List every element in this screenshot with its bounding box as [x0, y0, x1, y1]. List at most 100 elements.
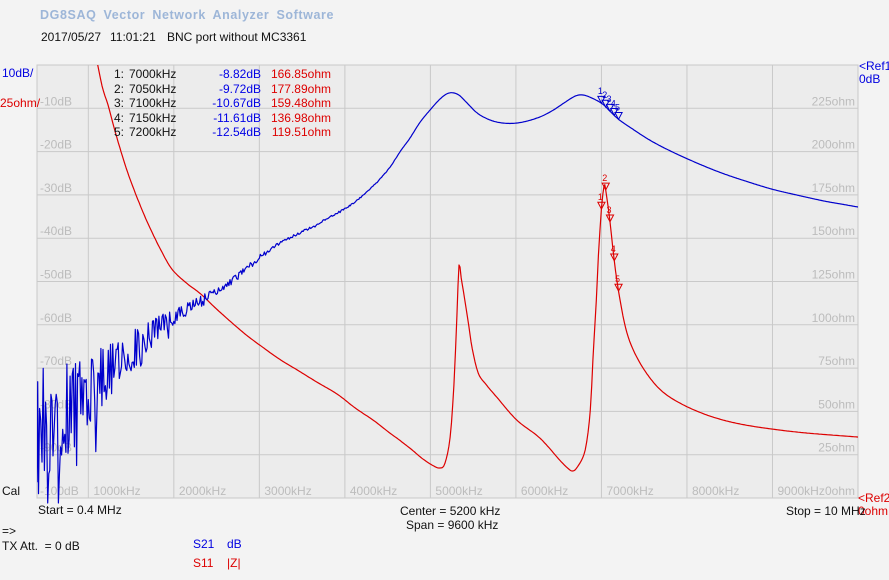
grid-label: 50ohm [818, 397, 855, 411]
trace-marker-number: 2 [602, 90, 607, 100]
marker-db: -10.67dB [212, 96, 261, 111]
grid-label: -60dB [40, 311, 72, 325]
marker-row: 4: 7150kHz -11.61dB 136.98ohm [108, 111, 331, 126]
left-scale-db[interactable]: 10dB/ [2, 66, 34, 80]
trace-marker-4[interactable] [609, 253, 619, 262]
grid-label: 150ohm [812, 224, 855, 238]
grid-label: -20dB [40, 138, 72, 152]
trace-marker-number: 5 [615, 102, 620, 112]
trace-marker-number: 3 [606, 94, 611, 104]
grid-label: 25ohm [818, 441, 855, 455]
ref1-marker: <Ref1 [859, 59, 889, 73]
marker-index: 2: [113, 81, 124, 96]
ref2-marker: <Ref2 [858, 491, 889, 505]
legend-s11-unit[interactable]: |Z| [227, 556, 241, 570]
grid-label: -30dB [40, 181, 72, 195]
trace-marker-3[interactable] [605, 214, 615, 223]
grid-label: 5000kHz [435, 484, 482, 498]
marker-ohm: 136.98ohm [270, 110, 331, 125]
trace-marker-number: 1 [598, 192, 603, 202]
start-frequency[interactable]: Start = 0.4 MHz [38, 503, 122, 517]
grid-label: 4000kHz [350, 484, 397, 498]
trace-marker-number: 1 [598, 86, 603, 96]
marker-row: 2: 7050kHz -9.72dB 177.89ohm [108, 82, 331, 97]
grid-label: 75ohm [818, 354, 855, 368]
marker-freq: 7050kHz [129, 81, 177, 96]
left-scale-ohm[interactable]: 25ohm/ [0, 96, 41, 110]
trace-marker-number: 4 [611, 98, 616, 108]
grid-label: -80dB [40, 397, 72, 411]
marker-ohm: 159.48ohm [270, 96, 331, 111]
grid-label: 175ohm [812, 181, 855, 195]
time-label: 11:01:21 [110, 30, 156, 44]
marker-row: 3: 7100kHz -10.67dB 159.48ohm [108, 96, 331, 111]
marker-ohm: 119.51ohm [271, 125, 331, 140]
grid-label: 0ohm [825, 484, 855, 498]
ref2-value: 0ohm [858, 504, 889, 518]
grid-label: 3000kHz [264, 484, 311, 498]
device-comment-field[interactable]: BNC port without MC3361 [167, 30, 307, 44]
cal-status[interactable]: Cal [2, 484, 21, 498]
grid-label: -40dB [40, 224, 72, 238]
grid-label: 200ohm [812, 138, 855, 152]
ref2-label[interactable]: <Ref2 0ohm [858, 492, 889, 518]
grid-label: 225ohm [812, 94, 855, 108]
trace-marker-number: 3 [606, 205, 611, 215]
grid-label: -70dB [40, 354, 72, 368]
grid-label: 2000kHz [179, 484, 226, 498]
marker-index: 4: [113, 110, 124, 125]
legend-s11[interactable]: S11 [193, 556, 214, 570]
trace-marker-2[interactable] [601, 99, 611, 109]
trace-marker-number: 4 [611, 244, 616, 254]
marker-ohm: 166.85ohm [270, 67, 331, 81]
grid-label: 7000kHz [606, 484, 653, 498]
grid-label: 6000kHz [521, 484, 568, 498]
marker-ohm: 177.89ohm [270, 81, 331, 96]
legend-s21-unit[interactable]: dB [227, 537, 242, 551]
marker-row: 1: 7000kHz -8.82dB 166.85ohm [108, 67, 331, 82]
status-arrow: => [2, 524, 17, 538]
trace-marker-3[interactable] [605, 103, 615, 113]
trace-marker-1[interactable] [597, 201, 606, 211]
trace-s11-z [97, 65, 858, 472]
stop-frequency[interactable]: Stop = 10 MHz [786, 504, 866, 518]
grid-label: 125ohm [812, 268, 855, 282]
trace-marker-number: 5 [615, 274, 620, 284]
center-frequency[interactable]: Center = 5200 kHz [400, 504, 501, 518]
marker-row: 5: 7200kHz -12.54dB 119.51ohm [108, 125, 331, 140]
marker-index: 3: [113, 96, 124, 111]
grid-label: -90dB [40, 441, 72, 455]
trace-s21 [37, 92, 858, 504]
marker-db: -11.61dB [213, 110, 261, 125]
marker-db: -12.54dB [212, 125, 261, 140]
date-label: 2017/05/27 [41, 30, 102, 44]
trace-marker-5[interactable] [614, 283, 623, 293]
marker-freq: 7000kHz [129, 67, 177, 81]
marker-table: 1: 7000kHz -8.82dB 166.85ohm 2: 7050kHz -9.72… [108, 67, 331, 140]
grid-label: 9000kHz [777, 484, 824, 498]
grid-label: 100ohm [812, 311, 855, 325]
marker-freq: 7150kHz [129, 110, 177, 125]
ref1-label[interactable]: <Ref1 0dB [859, 60, 889, 86]
marker-freq: 7100kHz [129, 96, 177, 111]
marker-db: -8.82dB [218, 67, 261, 81]
marker-db: -9.72dB [218, 81, 261, 96]
ref1-value: 0dB [859, 72, 881, 86]
app-title: DG8SAQ Vector Network Analyzer Software [40, 8, 335, 22]
legend-s21[interactable]: S21 [193, 537, 215, 551]
marker-freq: 7200kHz [129, 125, 177, 140]
tx-attenuation[interactable]: TX Att. = 0 dB [2, 539, 80, 553]
span-frequency[interactable]: Span = 9600 kHz [406, 518, 499, 532]
grid-label: 1000kHz [93, 484, 140, 498]
grid-label: 8000kHz [692, 484, 739, 498]
trace-marker-4[interactable] [609, 107, 619, 117]
trace-marker-5[interactable] [614, 111, 623, 121]
grid-label: -50dB [40, 268, 72, 282]
marker-index: 1: [113, 67, 124, 81]
trace-marker-number: 2 [602, 173, 607, 183]
marker-index: 5: [113, 125, 124, 140]
trace-marker-2[interactable] [601, 182, 611, 191]
grid-label: -10dB [40, 94, 72, 108]
